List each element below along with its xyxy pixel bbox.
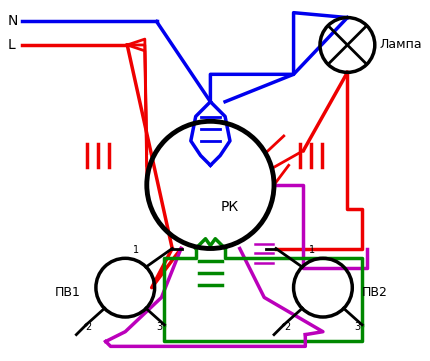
Text: 2: 2 bbox=[284, 322, 291, 332]
Text: 3: 3 bbox=[157, 322, 163, 332]
Text: РК: РК bbox=[220, 200, 238, 214]
Text: L: L bbox=[8, 38, 15, 52]
Text: Лампа: Лампа bbox=[380, 39, 422, 52]
Text: 1: 1 bbox=[133, 245, 139, 255]
Text: ПВ2: ПВ2 bbox=[362, 286, 388, 299]
Text: 1: 1 bbox=[309, 245, 315, 255]
Text: N: N bbox=[8, 14, 18, 29]
Text: 3: 3 bbox=[354, 322, 360, 332]
Text: 2: 2 bbox=[85, 322, 91, 332]
Text: ПВ1: ПВ1 bbox=[55, 286, 81, 299]
